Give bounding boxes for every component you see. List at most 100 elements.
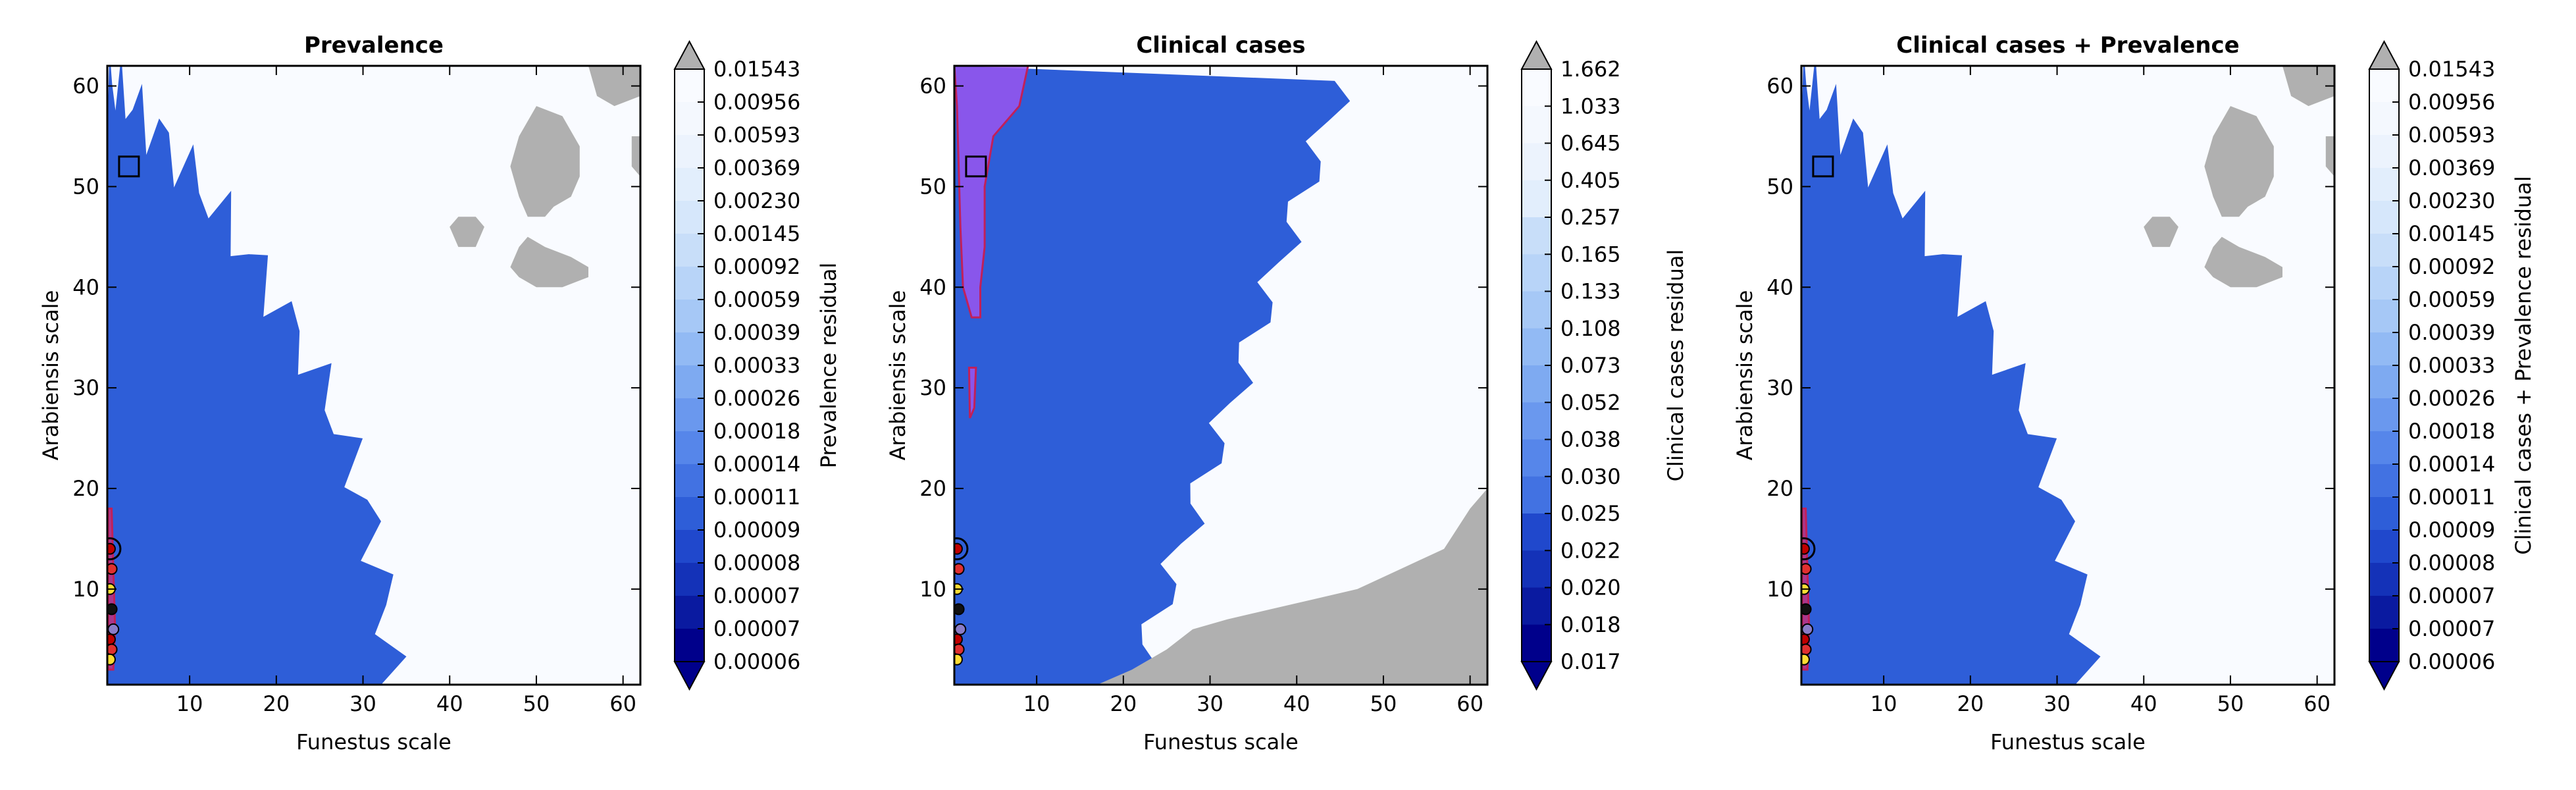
y-axis-label: Arabiensis scale	[38, 290, 63, 461]
data-point-ring	[1801, 537, 1816, 561]
y-tick-label: 20	[72, 476, 99, 501]
square-marker	[118, 155, 140, 178]
data-point	[1801, 653, 1810, 666]
axes-frame	[1800, 65, 2336, 686]
colorbar-segment	[1522, 328, 1551, 366]
over-max-region	[631, 136, 640, 177]
y-tick-label: 60	[919, 74, 946, 99]
data-point	[954, 623, 967, 635]
colorbar-tick-label: 0.645	[1560, 131, 1621, 156]
colorbar-tick-label: 0.00956	[2408, 90, 2495, 115]
colorbar-segment	[2369, 168, 2399, 201]
x-tick-label: 60	[2304, 691, 2331, 716]
colorbar-tick-label: 0.00033	[2408, 353, 2495, 378]
colorbar-segment	[1522, 254, 1551, 292]
colorbar-segment	[675, 563, 704, 596]
over-max-region	[510, 236, 588, 288]
colorbar-tick-label: 0.01543	[713, 57, 800, 82]
colorbar-segment	[675, 201, 704, 234]
colorbar-segment	[1522, 439, 1551, 477]
colorbar-tick-label: 0.00092	[2408, 254, 2495, 279]
colorbar-tick-label: 0.01543	[2408, 57, 2495, 82]
colorbar-tick-label: 0.00007	[2408, 583, 2495, 608]
colorbar-segment	[1522, 217, 1551, 255]
y-tick-label: 60	[1766, 74, 1793, 99]
colorbar-tick-label: 0.00039	[713, 320, 800, 345]
colorbar-segment	[675, 168, 704, 201]
colorbar-segment	[1522, 143, 1551, 181]
over-max-region	[2204, 236, 2282, 288]
data-point	[954, 603, 965, 616]
colorbar-tick-label: 0.00593	[713, 122, 800, 147]
colorbar-segment	[1522, 180, 1551, 218]
colorbar-tick-label: 0.00007	[713, 583, 800, 608]
over-max-region	[450, 217, 484, 248]
x-tick-label: 30	[1197, 691, 1224, 716]
data-point	[107, 603, 118, 616]
x-axis-label: Funestus scale	[1990, 729, 2146, 754]
colorbar-tick-label: 0.00008	[713, 550, 800, 575]
contour-field	[954, 66, 1487, 685]
colorbar-segment	[2369, 497, 2399, 531]
y-tick-label: 30	[919, 375, 946, 400]
data-point	[954, 542, 963, 555]
colorbar-segment	[675, 332, 704, 366]
data-point-ring	[107, 537, 122, 561]
colorbar-tick-label: 0.073	[1560, 353, 1621, 378]
colorbar-tick-label: 0.00230	[2408, 188, 2495, 213]
y-tick-label: 20	[1766, 476, 1793, 501]
x-tick-label: 40	[436, 691, 463, 716]
contour-band	[1801, 66, 2101, 685]
data-point	[1801, 563, 1812, 575]
colorbar-segment	[1522, 624, 1551, 662]
colorbar-segment	[2369, 365, 2399, 399]
colorbar-tick-label: 0.00092	[713, 254, 800, 279]
colorbar-segment	[675, 135, 704, 169]
colorbar-tick-label: 0.00011	[2408, 485, 2495, 510]
colorbar-tick-label: 0.038	[1560, 427, 1621, 452]
over-max-region	[2282, 66, 2334, 107]
colorbar-tick-label: 0.030	[1560, 464, 1621, 489]
colorbar: 0.01543 0.00956 0.00593 0.00369 0.00230 0.001…	[2368, 40, 2536, 691]
square-marker	[1812, 155, 1834, 178]
y-axis-label: Arabiensis scale	[1732, 290, 1757, 461]
colorbar-tick-label: 1.033	[1560, 93, 1621, 118]
colorbar-segment	[675, 497, 704, 531]
colorbar-tick-label: 0.108	[1560, 316, 1621, 341]
x-tick-label: 60	[1456, 691, 1483, 716]
colorbar-segment	[675, 102, 704, 136]
highlight-region	[967, 367, 977, 419]
data-point	[1801, 623, 1814, 635]
colorbar-segment	[2369, 102, 2399, 136]
axes-frame	[106, 65, 642, 686]
over-max-region	[2325, 136, 2334, 177]
x-tick-label: 40	[2130, 691, 2157, 716]
colorbar-tick-label: 0.00009	[713, 517, 800, 542]
colorbar-tick-label: 0.00014	[2408, 452, 2495, 477]
colorbar: 0.01543 0.00956 0.00593 0.00369 0.00230 0.001…	[673, 40, 841, 691]
y-axis-label: Arabiensis scale	[885, 290, 910, 461]
colorbar-segment	[2369, 135, 2399, 169]
colorbar-label: Clinical cases + Prevalence residual	[2511, 176, 2536, 554]
colorbar-segment	[675, 365, 704, 399]
over-max-region	[588, 66, 640, 107]
colorbar-segment	[2369, 596, 2399, 629]
colorbar-segment	[675, 234, 704, 267]
colorbar-segment	[2369, 563, 2399, 596]
y-tick-label: 40	[72, 275, 99, 300]
colorbar-segment	[2369, 629, 2399, 662]
x-tick-label: 10	[176, 691, 203, 716]
y-tick-label: 50	[1766, 174, 1793, 199]
colorbar-segment	[2369, 464, 2399, 498]
x-tick-label: 50	[1370, 691, 1397, 716]
data-point	[1801, 542, 1810, 555]
colorbar-tick-label: 0.025	[1560, 501, 1621, 526]
colorbar-tick-label: 0.00006	[2408, 649, 2495, 674]
colorbar-tick-label: 0.165	[1560, 242, 1621, 267]
x-tick-label: 20	[1957, 691, 1984, 716]
colorbar-tick-label: 0.00039	[2408, 320, 2495, 345]
colorbar-tick-label: 0.00369	[713, 155, 800, 180]
x-tick-label: 10	[1870, 691, 1897, 716]
colorbar-tick-label: 0.00230	[713, 188, 800, 213]
contour-band	[954, 66, 1351, 685]
